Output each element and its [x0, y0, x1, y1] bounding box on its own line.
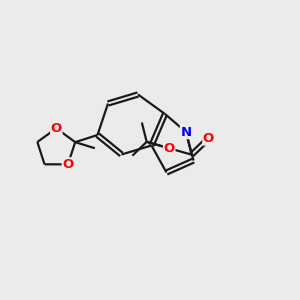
Text: O: O	[203, 132, 214, 145]
Text: N: N	[180, 125, 192, 139]
Text: O: O	[51, 122, 62, 135]
Text: O: O	[164, 142, 175, 155]
Text: O: O	[62, 158, 74, 171]
